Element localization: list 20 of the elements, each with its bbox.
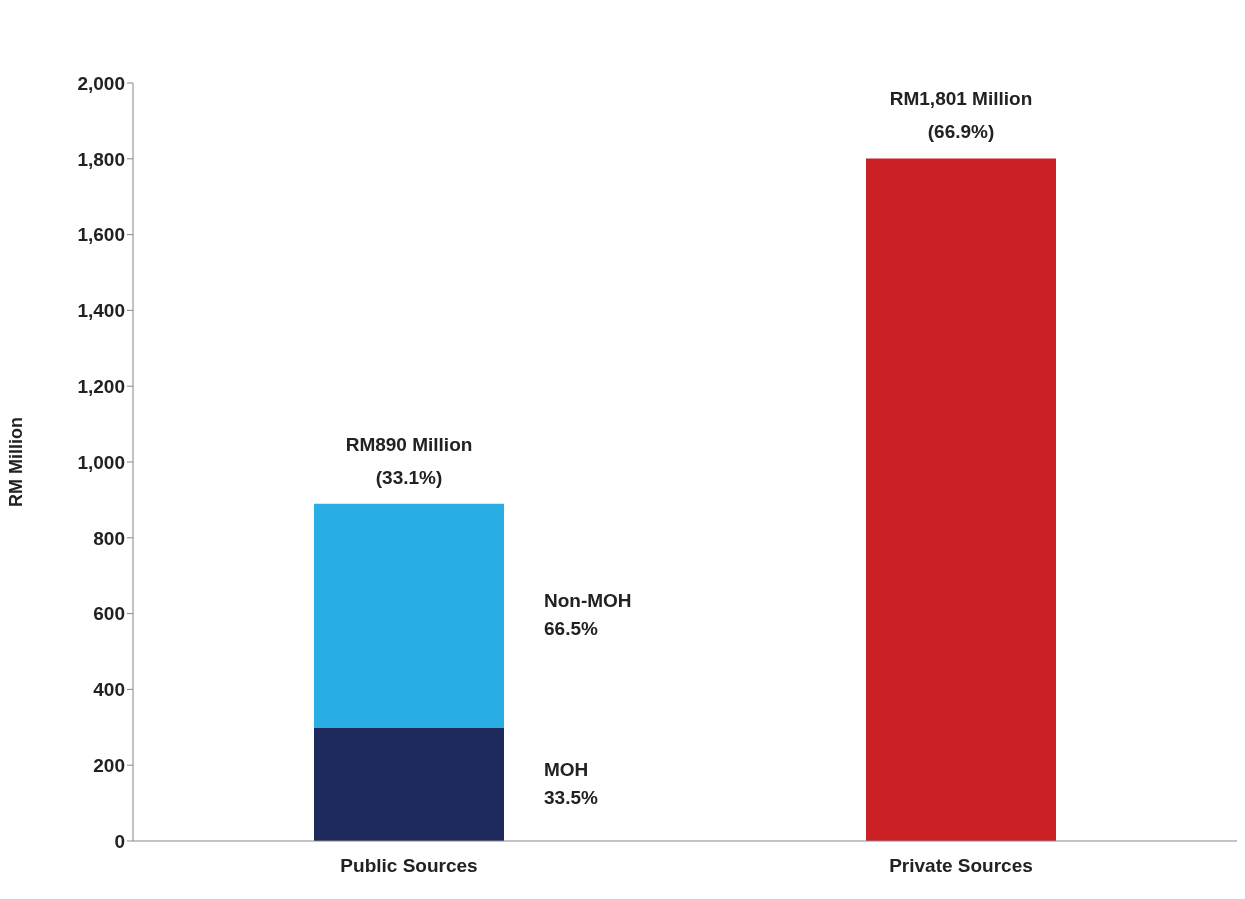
- x-tick-label: Public Sources: [340, 855, 478, 877]
- y-tick-label: 800: [93, 527, 125, 549]
- y-axis-title: RM Million: [6, 417, 27, 507]
- total-label: RM1,801 Million (66.9%): [889, 88, 1033, 143]
- text: Non-MOH: [544, 589, 632, 611]
- y-tick-label: 1,000: [77, 451, 125, 473]
- y-tick-label: 1,800: [77, 148, 125, 170]
- y-tick-label: 600: [93, 603, 125, 625]
- y-tick-label: 400: [93, 679, 125, 701]
- y-tick-label: 1,400: [77, 300, 125, 322]
- annotation: 33.5%: [544, 786, 598, 808]
- total-label: RM890 Million (33.1%): [345, 433, 473, 488]
- text: MOH: [544, 758, 589, 780]
- y-tick-label: 2,000: [77, 72, 125, 94]
- annotation: 66.5%: [544, 617, 598, 639]
- y-tick-label: 1,600: [77, 224, 125, 246]
- x-tick-label: Private Sources: [889, 855, 1033, 877]
- y-tick-label: 0: [114, 830, 125, 852]
- y-tick-label: 200: [93, 754, 125, 776]
- y-tick-label: 1,200: [77, 375, 125, 397]
